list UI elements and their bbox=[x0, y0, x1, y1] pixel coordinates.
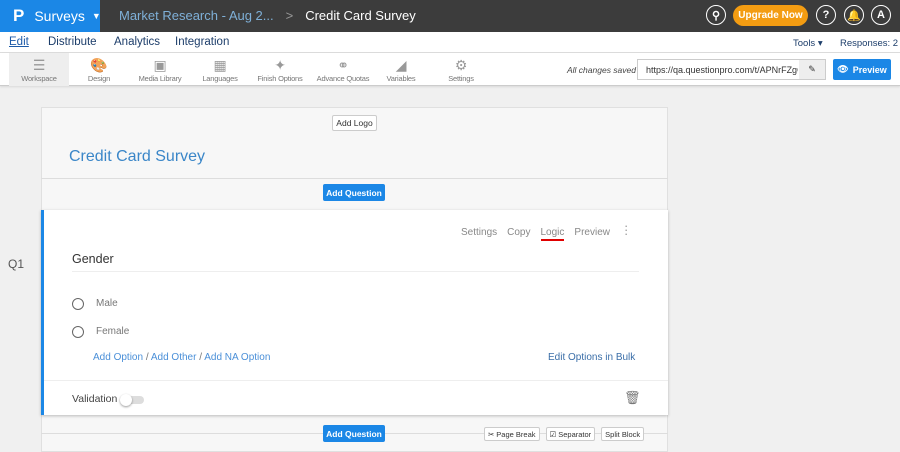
trash-icon[interactable]: 🗑 bbox=[624, 390, 641, 405]
validation-toggle[interactable] bbox=[120, 394, 144, 406]
tools-menu[interactable]: Tools ▾ bbox=[793, 38, 823, 49]
separator-label: Separator bbox=[558, 429, 592, 439]
pencil-icon[interactable]: ✎ bbox=[799, 60, 825, 79]
tool-media-library[interactable]: ▣ Media Library bbox=[130, 53, 190, 86]
tool-languages[interactable]: ▦ Languages bbox=[190, 53, 250, 86]
eye-icon: 👁 bbox=[837, 64, 849, 74]
responses-count[interactable]: Responses: 2 bbox=[840, 38, 899, 49]
tag-icon: ◢ bbox=[395, 57, 407, 73]
question-settings-link[interactable]: Settings bbox=[461, 227, 498, 238]
tool-design[interactable]: 🎨 Design bbox=[69, 53, 129, 86]
image-icon: ▣ bbox=[153, 57, 167, 73]
gear-icon: ⚙ bbox=[454, 57, 468, 73]
tool-label: Variables bbox=[386, 74, 416, 83]
add-na-option-link[interactable]: Add NA Option bbox=[204, 352, 271, 363]
option-female[interactable]: Female bbox=[96, 326, 130, 337]
question-logic-link[interactable]: Logic bbox=[540, 227, 565, 241]
radio-female[interactable] bbox=[72, 326, 84, 338]
search-icon[interactable]: ⚲ bbox=[706, 5, 726, 25]
workspace-icon: ☰ bbox=[32, 57, 46, 73]
question-actions: Settings Copy Logic Preview bbox=[461, 227, 610, 241]
separator: / bbox=[145, 352, 149, 363]
breadcrumb-separator: > bbox=[285, 8, 294, 23]
add-option-link[interactable]: Add Option bbox=[93, 352, 144, 363]
breadcrumb-parent[interactable]: Market Research - Aug 2... bbox=[119, 8, 274, 23]
tool-settings[interactable]: ⚙ Settings bbox=[436, 53, 486, 86]
tool-label: Media Library bbox=[138, 74, 182, 83]
survey-url: https://qa.questionpro.com/t/APNrFZgO bbox=[646, 65, 798, 75]
preview-button[interactable]: 👁 Preview bbox=[833, 59, 891, 80]
separator: / bbox=[199, 352, 202, 363]
product-name: Surveys bbox=[34, 8, 85, 24]
caret-down-icon: ▼ bbox=[91, 11, 101, 21]
tool-label: Settings bbox=[448, 74, 474, 83]
divider bbox=[44, 380, 668, 381]
add-other-link[interactable]: Add Other bbox=[150, 352, 197, 363]
bell-icon[interactable]: 🔔 bbox=[844, 5, 864, 25]
validation-label: Validation bbox=[72, 393, 118, 405]
question-text[interactable]: Gender bbox=[72, 252, 114, 266]
surveys-menu[interactable]: P Surveys ▼ bbox=[0, 0, 101, 32]
tab-analytics[interactable]: Analytics bbox=[114, 36, 161, 48]
translate-icon: ▦ bbox=[213, 57, 227, 73]
option-male[interactable]: Male bbox=[96, 298, 118, 309]
tool-finish-options[interactable]: ✦ Finish Options bbox=[250, 53, 310, 86]
question-preview-link[interactable]: Preview bbox=[574, 227, 610, 238]
magic-wand-icon: ✦ bbox=[274, 57, 286, 73]
divider bbox=[72, 271, 639, 272]
radio-male[interactable] bbox=[72, 298, 84, 310]
toggle-knob bbox=[120, 394, 132, 406]
question-number: Q1 bbox=[8, 257, 25, 271]
add-question-button-bottom[interactable]: Add Question bbox=[323, 425, 385, 442]
breadcrumb: Market Research - Aug 2... > Credit Card… bbox=[119, 8, 416, 23]
page-break-button[interactable]: ✂ Page Break bbox=[484, 427, 540, 441]
tool-label: Advance Quotas bbox=[316, 74, 370, 83]
more-options-icon[interactable]: · · · bbox=[624, 218, 629, 241]
preview-label: Preview bbox=[852, 64, 887, 75]
questionpro-logo: P bbox=[13, 6, 25, 25]
question-copy-link[interactable]: Copy bbox=[507, 227, 531, 238]
tool-label: Design bbox=[87, 74, 111, 83]
page-break-icon: ✂ bbox=[488, 429, 495, 439]
page-break-label: Page Break bbox=[496, 429, 536, 439]
survey-url-field[interactable]: https://qa.questionpro.com/t/APNrFZgO ✎ bbox=[637, 59, 826, 80]
palette-icon: 🎨 bbox=[90, 57, 108, 73]
divider bbox=[41, 178, 668, 179]
tab-distribute[interactable]: Distribute bbox=[48, 36, 97, 48]
split-block-button[interactable]: Split Block bbox=[601, 427, 645, 441]
edit-options-in-bulk-link[interactable]: Edit Options in Bulk bbox=[548, 352, 636, 363]
tab-integration[interactable]: Integration bbox=[175, 36, 230, 48]
chain-icon: ⚭ bbox=[337, 57, 349, 73]
checkbox-icon: ☑ bbox=[549, 429, 557, 439]
help-icon[interactable]: ? bbox=[816, 5, 836, 25]
tool-advance-quotas[interactable]: ⚭ Advance Quotas bbox=[312, 53, 374, 86]
upgrade-now-button[interactable]: Upgrade Now bbox=[733, 5, 808, 26]
tab-edit[interactable]: Edit bbox=[9, 36, 29, 48]
nav-bar bbox=[0, 32, 900, 53]
separator-button[interactable]: ☑ Separator bbox=[545, 427, 596, 441]
block-actions: ✂ Page Break ☑ Separator Split Block bbox=[484, 427, 645, 441]
tool-variables[interactable]: ◢ Variables bbox=[376, 53, 426, 86]
save-status: All changes saved bbox=[567, 65, 636, 75]
add-option-links: Add Option / Add Other / Add NA Option bbox=[93, 352, 270, 363]
survey-title[interactable]: Credit Card Survey bbox=[69, 148, 206, 165]
tool-label: Languages bbox=[202, 74, 238, 83]
add-question-button[interactable]: Add Question bbox=[323, 184, 385, 201]
breadcrumb-current: Credit Card Survey bbox=[305, 8, 416, 23]
tool-label: Workspace bbox=[21, 74, 57, 83]
tool-workspace[interactable]: ☰ Workspace bbox=[9, 53, 69, 86]
avatar[interactable]: A bbox=[871, 5, 891, 25]
add-logo-button[interactable]: Add Logo bbox=[332, 115, 377, 131]
tool-label: Finish Options bbox=[257, 74, 303, 83]
